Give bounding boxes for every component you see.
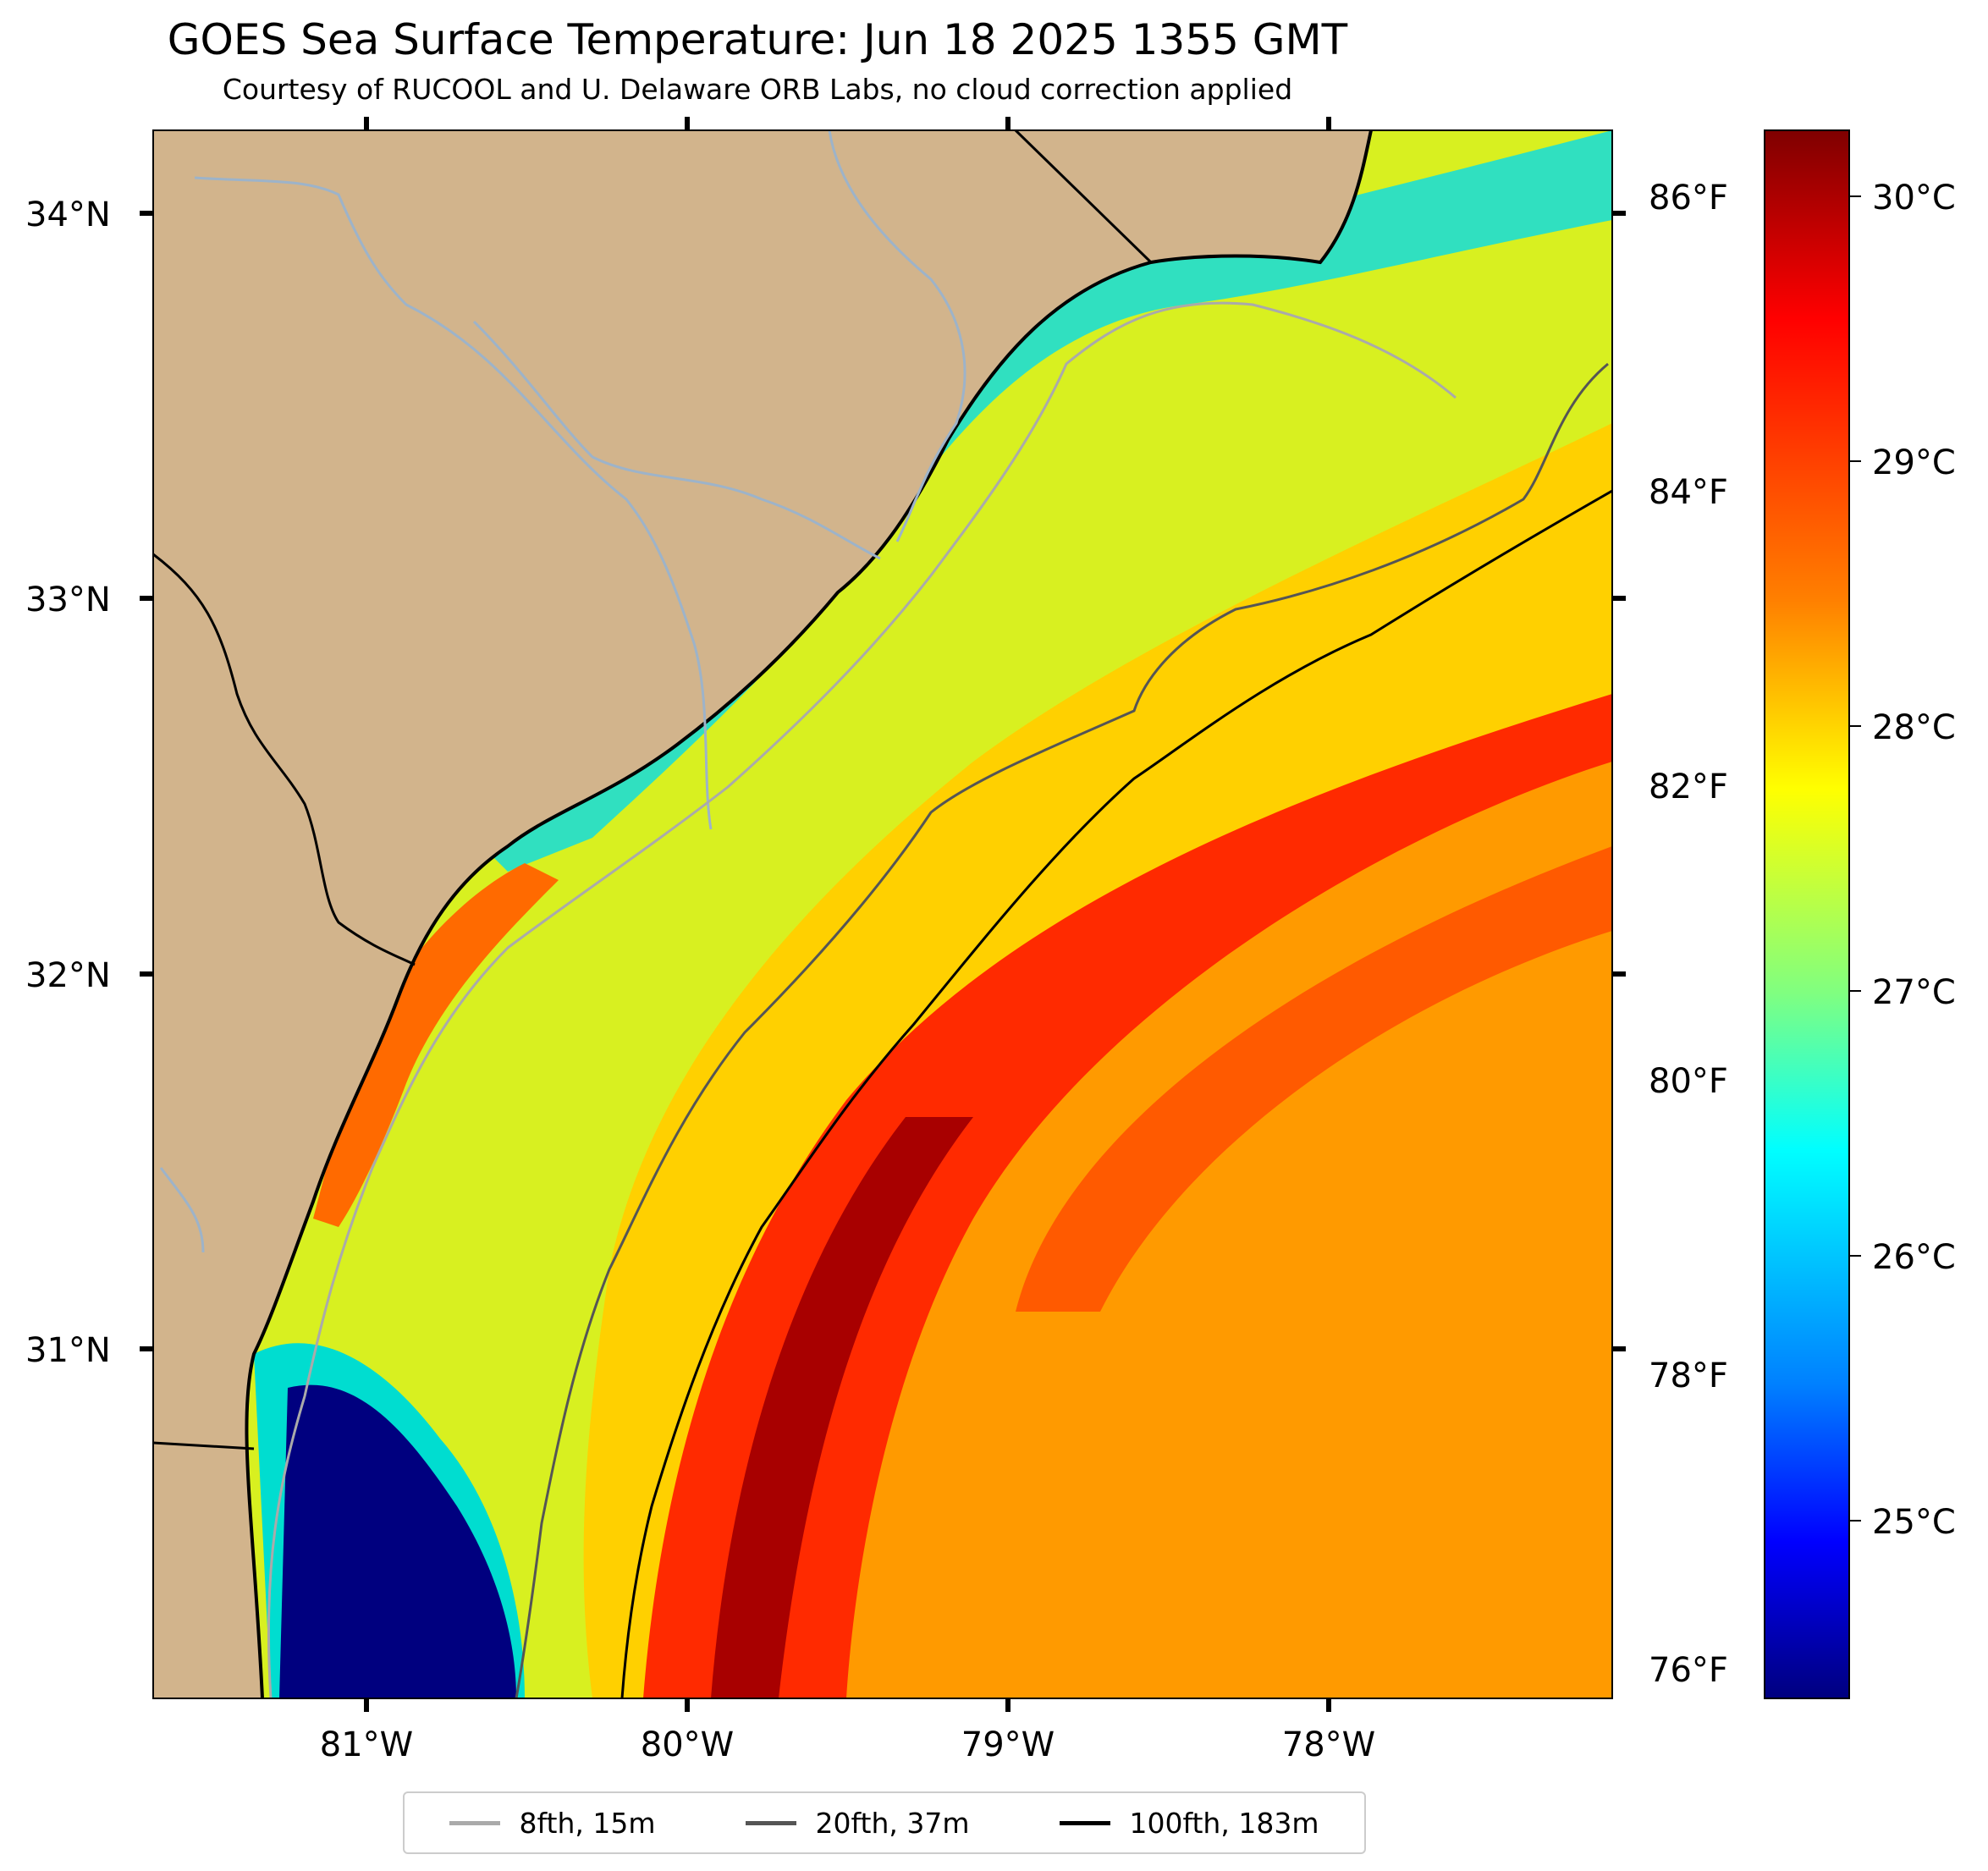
gulf-stream-edge bbox=[1016, 846, 1612, 1312]
celsius-label: 27°C bbox=[1872, 973, 1956, 1012]
celsius-label: 30°C bbox=[1872, 179, 1956, 217]
colorbar-ticks bbox=[1849, 195, 1861, 1522]
legend-label: 100fth, 183m bbox=[1129, 1806, 1319, 1840]
coastline bbox=[245, 130, 1373, 1698]
lat-label: 33°N bbox=[25, 581, 111, 619]
lon-label: 79°W bbox=[961, 1725, 1055, 1764]
celsius-label: 29°C bbox=[1872, 443, 1956, 482]
isobath-100fth bbox=[620, 489, 1612, 1698]
fahrenheit-label: 80°F bbox=[1649, 1062, 1728, 1101]
land bbox=[153, 130, 1371, 1698]
south-cold-pool bbox=[279, 1384, 516, 1698]
lat-ticks bbox=[140, 211, 1626, 1351]
isobath-legend: 8fth, 15m 20fth, 37m 100fth, 183m bbox=[403, 1791, 1366, 1854]
legend-item-20fth: 20fth, 37m bbox=[746, 1807, 969, 1840]
isobath-20fth bbox=[515, 362, 1609, 1698]
legend-item-100fth: 100fth, 183m bbox=[1060, 1807, 1319, 1840]
map-title: GOES Sea Surface Temperature: Jun 18 202… bbox=[167, 15, 1348, 64]
map-frame bbox=[152, 129, 1613, 1699]
celsius-label: 28°C bbox=[1872, 708, 1956, 747]
gulf-stream-core bbox=[711, 1117, 973, 1698]
state-boundaries bbox=[153, 130, 1153, 1450]
legend-line-icon bbox=[746, 1820, 797, 1825]
isobath-8fth bbox=[267, 301, 1457, 1698]
legend-item-8fth: 8fth, 15m bbox=[449, 1806, 656, 1840]
celsius-label: 25°C bbox=[1872, 1503, 1956, 1542]
colorbar bbox=[1764, 129, 1850, 1699]
lat-label: 31°N bbox=[25, 1331, 111, 1370]
lon-label: 80°W bbox=[641, 1725, 734, 1764]
nearshore-orange bbox=[313, 863, 559, 1227]
fahrenheit-label: 84°F bbox=[1649, 473, 1728, 512]
lon-ticks bbox=[364, 117, 1331, 1712]
rivers bbox=[159, 130, 966, 1253]
gulf-stream-red bbox=[643, 694, 1612, 1698]
celsius-label: 26°C bbox=[1872, 1238, 1956, 1277]
sst-map bbox=[153, 130, 1612, 1698]
lat-label: 34°N bbox=[25, 195, 111, 234]
legend-line-icon bbox=[449, 1820, 501, 1825]
fahrenheit-label: 78°F bbox=[1649, 1356, 1728, 1395]
lon-label: 81°W bbox=[320, 1725, 413, 1764]
map-subtitle: Courtesy of RUCOOL and U. Delaware ORB L… bbox=[222, 73, 1293, 106]
lat-label: 32°N bbox=[25, 956, 111, 995]
lon-label: 78°W bbox=[1282, 1725, 1375, 1764]
legend-line-icon bbox=[1060, 1820, 1111, 1825]
fahrenheit-label: 86°F bbox=[1649, 179, 1728, 217]
legend-label: 8fth, 15m bbox=[519, 1806, 656, 1840]
fahrenheit-label: 82°F bbox=[1649, 768, 1728, 806]
fahrenheit-label: 76°F bbox=[1649, 1651, 1728, 1690]
legend-label: 20fth, 37m bbox=[815, 1806, 970, 1840]
